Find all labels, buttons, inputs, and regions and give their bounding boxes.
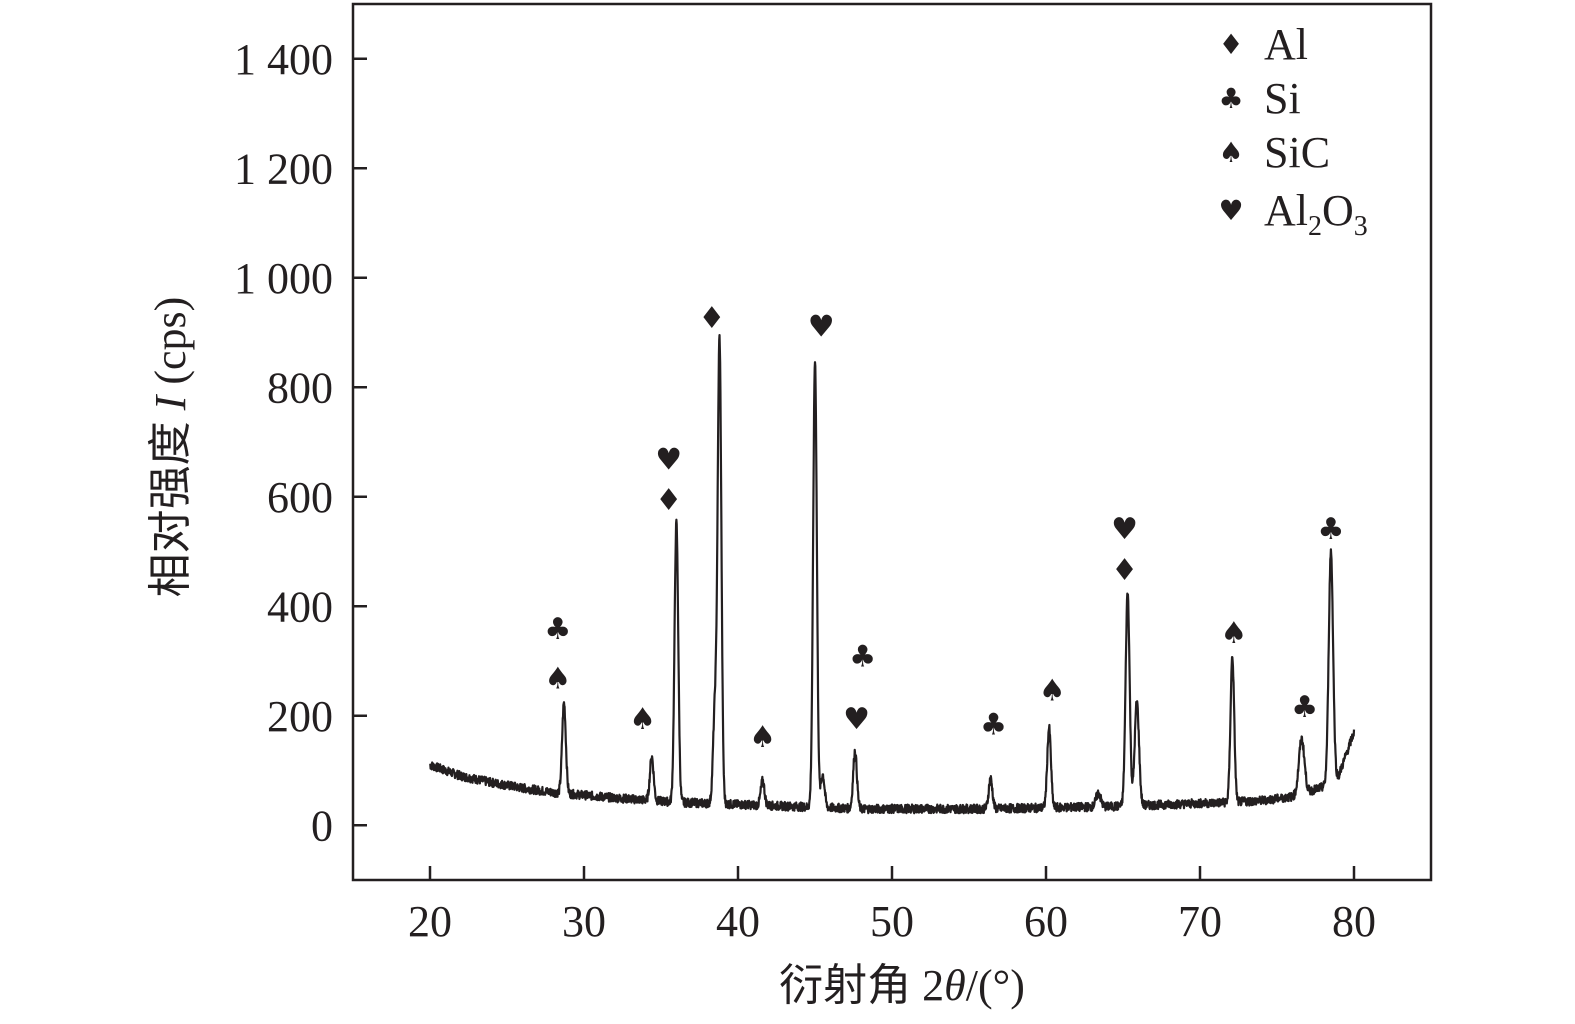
- x-axis-title-suffix: /(°): [966, 961, 1025, 1010]
- peak-marker: ♥: [843, 702, 870, 737]
- y-axis-title-italic: I: [146, 393, 195, 411]
- peak-marker: ♠: [1220, 616, 1247, 651]
- legend-marker: ♥: [1218, 194, 1243, 227]
- x-tick-label: 60: [1024, 897, 1068, 946]
- y-tick-label: 600: [267, 473, 333, 522]
- x-axis-title-prefix: 衍射角 2: [779, 961, 944, 1010]
- peak-marker: ♦: [1111, 553, 1138, 588]
- legend-label: SiC: [1264, 128, 1330, 177]
- peak-marker: ♥: [808, 309, 835, 344]
- y-axis-title-prefix: 相对强度: [146, 410, 195, 597]
- peak-marker: ♥: [655, 442, 682, 477]
- legend-label: Al2O3: [1264, 186, 1368, 242]
- x-axis-title: 衍射角 2θ/(°): [779, 961, 1025, 1010]
- x-tick-label: 70: [1178, 897, 1222, 946]
- x-axis-title-theta: θ: [944, 961, 966, 1010]
- peak-marker: ♣: [1291, 690, 1318, 725]
- x-tick-label: 40: [716, 897, 760, 946]
- x-tick-label: 30: [562, 897, 606, 946]
- peak-annotations: ♣ ♠ ♠ ♥ ♦ ♦ ♠ ♥ ♣ ♥ ♣ ♠ ♥ ♦ ♠ ♣ ♣: [544, 301, 1344, 755]
- peak-marker: ♣: [980, 707, 1007, 742]
- x-axis: 20 30 40 50 60 70 80: [408, 866, 1376, 946]
- peak-marker: ♦: [655, 483, 682, 518]
- y-axis-title-suffix: (cps): [146, 297, 195, 396]
- legend-label: Al: [1264, 20, 1308, 69]
- x-tick-label: 80: [1332, 897, 1376, 946]
- x-tick-label: 20: [408, 897, 452, 946]
- y-axis-title: 相对强度 I (cps): [146, 297, 195, 598]
- peak-marker: ♣: [544, 612, 571, 647]
- y-tick-label: 1 200: [234, 144, 333, 193]
- peak-marker: ♠: [544, 661, 571, 696]
- y-tick-label: 200: [267, 692, 333, 741]
- peak-marker: ♥: [1111, 512, 1138, 547]
- y-tick-label: 1 400: [234, 35, 333, 84]
- legend-marker: ♠: [1218, 136, 1243, 169]
- peak-marker: ♠: [629, 702, 656, 737]
- legend-marker: ♦: [1218, 28, 1243, 61]
- x-tick-label: 50: [870, 897, 914, 946]
- peak-marker: ♠: [749, 720, 776, 755]
- legend-label: Si: [1264, 74, 1301, 123]
- y-tick-label: 400: [267, 582, 333, 631]
- peak-marker: ♣: [849, 639, 876, 674]
- y-tick-label: 1 000: [234, 254, 333, 303]
- legend: ♦ Al ♣ Si ♠ SiC ♥ Al2O3: [1218, 20, 1367, 242]
- y-tick-label: 800: [267, 363, 333, 412]
- peak-marker: ♦: [698, 301, 725, 336]
- y-axis: 0 200 400 600 800 1 000 1 200 1 400: [234, 35, 367, 850]
- peak-marker: ♠: [1039, 673, 1066, 708]
- series-line-xrd: [429, 333, 1356, 815]
- legend-marker: ♣: [1218, 82, 1243, 115]
- peak-marker: ♣: [1317, 512, 1344, 547]
- y-tick-label: 0: [311, 801, 333, 850]
